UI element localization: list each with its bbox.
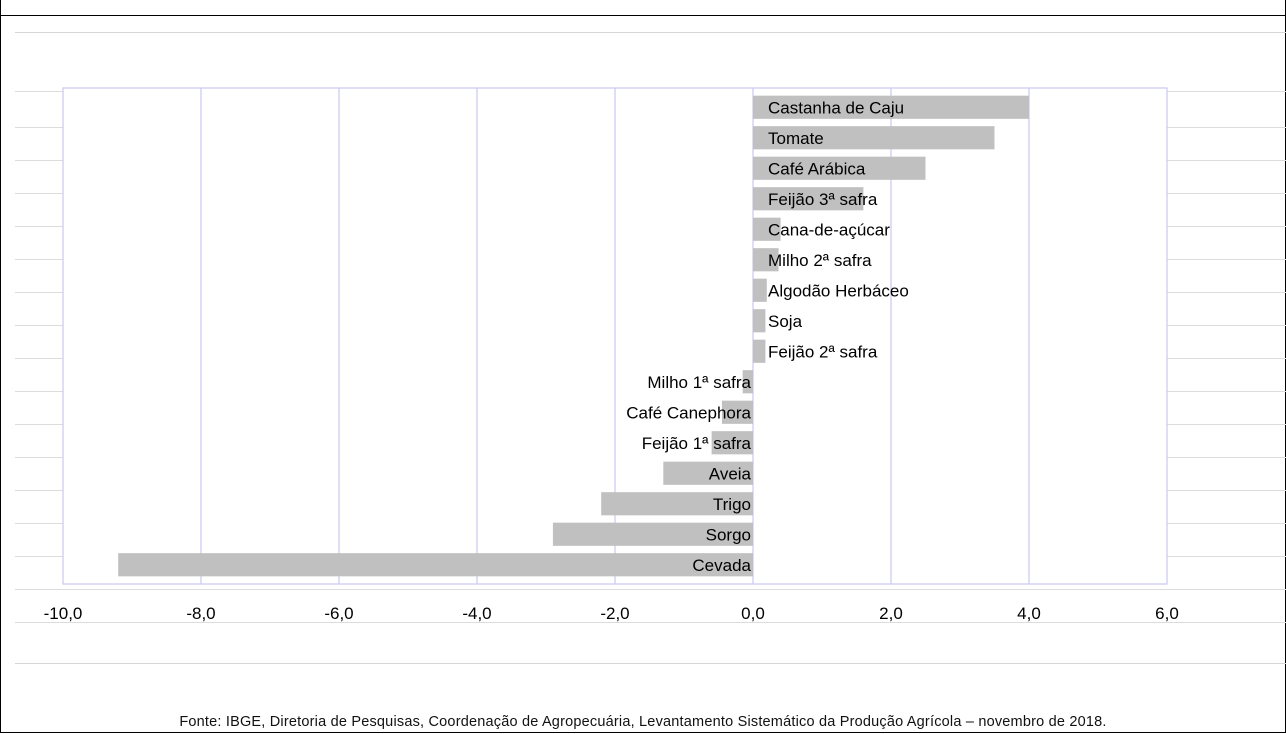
bar (552, 522, 753, 546)
x-tick-label: -10,0 (44, 604, 83, 623)
bar (753, 309, 766, 333)
category-label: Café Canephora (626, 403, 751, 422)
bar (753, 156, 926, 180)
category-label: Feijão 1ª safra (642, 434, 752, 453)
bar (753, 217, 781, 241)
category-label: Milho 1ª safra (647, 373, 751, 392)
x-tick-label: 2,0 (879, 604, 903, 623)
x-tick-label: 4,0 (1017, 604, 1041, 623)
x-tick-label: 0,0 (741, 604, 765, 623)
bar (742, 370, 753, 394)
x-axis-ticks: -10,0 -8,0 -6,0 -4,0 -2,0 0,0 2,0 4,0 6,0 (44, 604, 1179, 623)
category-label: Sorgo (706, 525, 751, 544)
category-label: Tomate (768, 129, 824, 148)
category-label: Aveia (709, 464, 752, 483)
gridlines (200, 88, 1030, 584)
bar (753, 278, 767, 302)
bar-chart: Castanha de Caju Tomate Café Arábica Feijão… (44, 87, 1179, 623)
source-note: Fonte: IBGE, Diretoria de Pesquisas, Coo… (179, 714, 1107, 730)
category-label: Café Arábica (768, 159, 866, 178)
bar (721, 400, 753, 424)
bar (601, 492, 753, 516)
background-line (15, 589, 1286, 590)
x-tick-label: -4,0 (462, 604, 491, 623)
bar (663, 461, 753, 485)
category-label: Milho 2ª safra (768, 251, 872, 270)
x-tick-label: 6,0 (1155, 604, 1179, 623)
bar (753, 126, 995, 150)
bar (711, 431, 753, 455)
x-tick-label: -6,0 (324, 604, 353, 623)
category-label: Feijão 2ª safra (768, 342, 878, 361)
x-tick-label: -2,0 (600, 604, 629, 623)
category-labels: Castanha de Caju Tomate Café Arábica Feijão… (626, 98, 909, 575)
background-line (15, 622, 1286, 623)
category-label: Cana-de-açúcar (768, 220, 890, 239)
bar (753, 95, 1029, 119)
category-label: Trigo (713, 495, 751, 514)
category-label: Cevada (692, 556, 751, 575)
bar (753, 248, 779, 272)
category-label: Castanha de Caju (768, 98, 904, 117)
bar (753, 187, 864, 211)
top-border (0, 15, 1286, 16)
bar (118, 553, 753, 577)
category-label: Algodão Herbáceo (768, 281, 909, 300)
x-tick-label: -8,0 (186, 604, 215, 623)
bar (753, 339, 766, 363)
category-label: Soja (768, 312, 803, 331)
category-label: Feijão 3ª safra (768, 190, 878, 209)
bars (118, 95, 1029, 577)
